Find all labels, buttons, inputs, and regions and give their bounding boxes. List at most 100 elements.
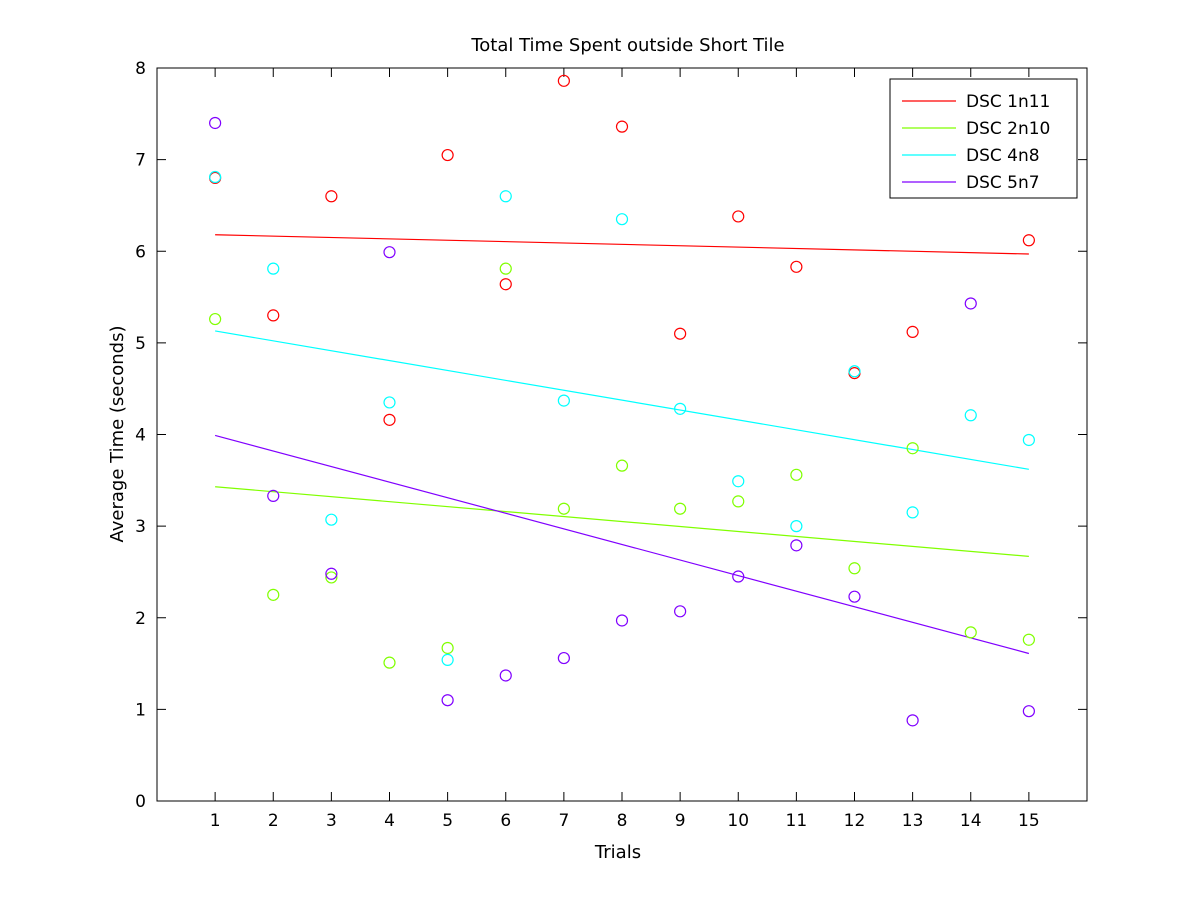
data-point-dsc-1n11: [499, 278, 512, 291]
legend-label: DSC 5n7: [966, 173, 1040, 193]
data-point-dsc-4n8: [848, 365, 861, 378]
data-point-dsc-4n8: [557, 394, 570, 407]
data-point-dsc-5n7: [674, 605, 687, 618]
x-tick-label: 8: [617, 811, 628, 831]
x-tick-label: 15: [1018, 811, 1040, 831]
data-point-dsc-4n8: [209, 170, 222, 184]
legend-label: DSC 4n8: [966, 146, 1040, 166]
data-point-dsc-4n8: [383, 396, 396, 409]
x-axis-title: Trials: [594, 842, 641, 863]
x-axis: 1 2 3 4 5 6 7 8 9 10 11 12 13 14 15: [210, 68, 1040, 831]
data-point-dsc-1n11: [615, 120, 629, 133]
data-point-dsc-1n11: [267, 309, 280, 322]
data-point-dsc-5n7: [441, 694, 454, 707]
data-point-dsc-4n8: [267, 262, 280, 275]
y-tick-label: 1: [135, 700, 146, 720]
data-point-dsc-2n10: [209, 312, 222, 326]
data-point-dsc-2n10: [964, 626, 977, 639]
trend-line-dsc-5n7: [214, 434, 1030, 655]
legend-label: DSC 2n10: [966, 119, 1050, 139]
data-point-dsc-2n10: [848, 562, 861, 575]
x-tick-label: 3: [326, 811, 337, 831]
data-point-dsc-1n11: [1022, 234, 1035, 247]
trend-line-dsc-2n10: [215, 486, 1029, 557]
data-point-dsc-5n7: [267, 489, 280, 502]
x-tick-label: 6: [500, 811, 511, 831]
data-point-dsc-2n10: [1022, 633, 1035, 646]
data-point-dsc-2n10: [441, 641, 454, 655]
data-point-dsc-4n8: [674, 402, 687, 415]
data-point-dsc-5n7: [732, 570, 745, 583]
data-point-dsc-5n7: [209, 116, 222, 130]
legend-box: [889, 78, 1078, 199]
data-markers: [209, 74, 1035, 727]
data-point-dsc-1n11: [325, 190, 338, 203]
data-point-dsc-1n11: [383, 413, 396, 426]
data-point-dsc-2n10: [732, 495, 745, 508]
data-point-dsc-2n10: [499, 262, 512, 275]
data-point-dsc-2n10: [906, 442, 919, 455]
data-point-dsc-4n8: [906, 506, 919, 519]
x-tick-label: 14: [960, 811, 982, 831]
data-point-dsc-1n11: [906, 325, 919, 338]
x-tick-label: 7: [558, 811, 569, 831]
x-tick-label: 1: [210, 811, 221, 831]
data-point-dsc-5n7: [557, 651, 570, 665]
data-point-dsc-4n8: [325, 513, 338, 526]
data-point-dsc-5n7: [499, 669, 512, 682]
data-point-dsc-2n10: [615, 459, 629, 472]
x-tick-label: 4: [384, 811, 395, 831]
data-point-dsc-2n10: [674, 502, 687, 515]
legend-label: DSC 1n11: [966, 92, 1050, 112]
y-tick-label: 8: [135, 59, 146, 79]
data-point-dsc-4n8: [441, 653, 454, 666]
data-point-dsc-5n7: [964, 297, 977, 310]
data-point-dsc-4n8: [790, 520, 803, 533]
y-tick-label: 5: [135, 334, 146, 354]
trend-line-dsc-4n8: [215, 330, 1029, 470]
data-point-dsc-5n7: [790, 539, 803, 552]
data-point-dsc-5n7: [848, 590, 861, 603]
data-point-dsc-1n11: [790, 260, 803, 273]
y-tick-label: 3: [135, 517, 146, 537]
data-point-dsc-2n10: [790, 468, 803, 481]
data-point-dsc-1n11: [732, 210, 745, 223]
x-tick-label: 12: [844, 811, 866, 831]
x-tick-label: 5: [442, 811, 453, 831]
data-point-dsc-2n10: [383, 656, 396, 669]
x-tick-label: 2: [268, 811, 279, 831]
data-point-dsc-4n8: [964, 409, 977, 422]
x-tick-label: 9: [675, 811, 686, 831]
legend: DSC 1n11 DSC 2n10 DSC 4n8 DSC 5n7: [889, 78, 1078, 199]
data-point-dsc-5n7: [615, 614, 629, 627]
x-tick-label: 11: [786, 811, 808, 831]
y-tick-label: 4: [135, 426, 146, 446]
data-point-dsc-1n11: [441, 148, 454, 162]
data-point-dsc-5n7: [325, 567, 338, 580]
data-point-dsc-5n7: [906, 714, 919, 727]
trend-lines: [214, 234, 1030, 655]
y-tick-label: 6: [135, 242, 146, 262]
x-tick-label: 10: [727, 811, 749, 831]
y-tick-label: 0: [135, 792, 146, 812]
data-point-dsc-4n8: [1022, 433, 1035, 447]
y-tick-label: 2: [135, 609, 146, 629]
data-point-dsc-1n11: [557, 74, 570, 87]
trend-line-dsc-1n11: [215, 234, 1029, 255]
data-point-dsc-4n8: [615, 213, 629, 226]
data-point-dsc-4n8: [732, 475, 745, 488]
data-point-dsc-5n7: [1022, 705, 1035, 718]
data-point-dsc-4n8: [499, 190, 512, 203]
data-point-dsc-5n7: [383, 246, 396, 259]
data-point-dsc-1n11: [674, 327, 687, 340]
data-point-dsc-2n10: [267, 588, 280, 601]
data-point-dsc-2n10: [325, 571, 338, 584]
y-axis-title: Average Time (seconds): [107, 325, 128, 542]
x-tick-label: 13: [902, 811, 924, 831]
y-axis: 0 1 2 3 4 5 6 7 8: [135, 59, 1087, 812]
y-tick-label: 7: [135, 151, 146, 171]
data-point-dsc-2n10: [557, 502, 570, 515]
chart-title: Total Time Spent outside Short Tile: [470, 35, 784, 56]
